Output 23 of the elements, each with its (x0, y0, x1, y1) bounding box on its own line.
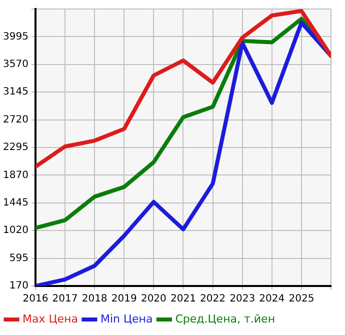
legend-label: Сред.Цена, т.йен (175, 312, 276, 326)
x-tick-label: 2024 (259, 294, 285, 305)
y-tick-label: 595 (9, 252, 28, 264)
x-tick-label: 2022 (200, 294, 226, 305)
y-tick-label: 170 (9, 280, 28, 292)
y-tick-label: 2720 (2, 114, 28, 126)
y-tick-label: 3570 (2, 58, 28, 70)
x-tick-label: 2021 (170, 294, 196, 305)
legend-label: Max Цена (22, 312, 78, 326)
x-tick-label: 2020 (140, 294, 166, 305)
y-tick-label: 1445 (2, 197, 28, 208)
y-tick-label: 1870 (2, 170, 28, 181)
x-tick-label: 2018 (82, 294, 108, 305)
x-tick-label: 2023 (230, 294, 256, 305)
x-tick-label: 2017 (52, 294, 78, 305)
x-tick-label: 2019 (111, 294, 137, 305)
y-tick-label: 3995 (2, 31, 28, 42)
x-tick-label: 2025 (288, 294, 314, 305)
x-tick-label: 2016 (22, 294, 48, 305)
legend-label: Min Цена (100, 312, 153, 326)
y-tick-label: 1020 (2, 225, 28, 236)
y-tick-label: 3145 (2, 86, 28, 98)
y-tick-label: 2295 (2, 142, 28, 154)
